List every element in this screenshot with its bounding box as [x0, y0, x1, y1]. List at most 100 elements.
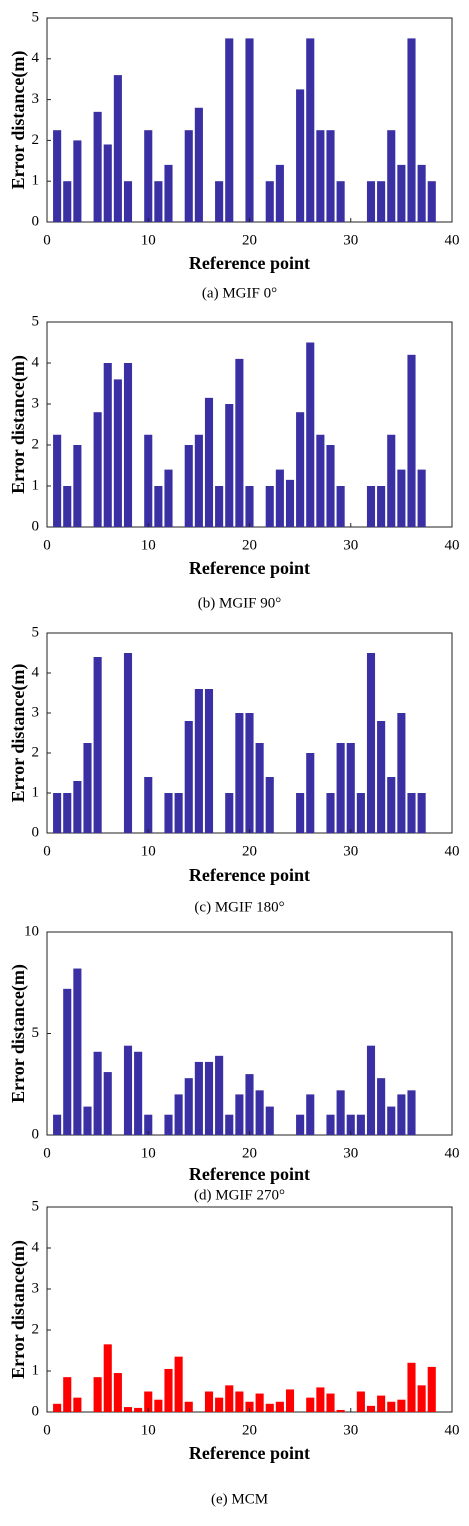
bar — [144, 130, 153, 222]
bar — [93, 657, 102, 833]
y-tick-label: 10 — [24, 923, 39, 939]
bar — [356, 1391, 365, 1412]
y-tick-label: 5 — [32, 1198, 40, 1214]
bar — [265, 486, 274, 527]
bar — [174, 793, 183, 833]
bar — [306, 1094, 315, 1135]
bar — [306, 38, 315, 223]
bar — [215, 181, 224, 222]
bar — [407, 38, 416, 223]
bar — [194, 107, 203, 222]
x-tick-label: 10 — [141, 537, 156, 553]
y-tick-label: 2 — [32, 1321, 40, 1337]
x-axis-label: Reference point — [189, 253, 310, 273]
bar — [174, 1356, 183, 1412]
bar — [83, 743, 92, 833]
bar — [164, 469, 173, 527]
bar — [215, 486, 224, 527]
bar — [53, 1114, 62, 1135]
bar — [326, 130, 335, 222]
y-tick-label: 0 — [32, 213, 40, 229]
bar — [407, 1362, 416, 1412]
bar — [275, 1401, 284, 1412]
bar — [387, 1401, 396, 1412]
bar — [296, 1114, 305, 1135]
bar — [184, 1401, 193, 1412]
bar — [336, 1090, 345, 1135]
bar — [326, 793, 335, 833]
bar — [215, 1055, 224, 1135]
bar — [265, 777, 274, 833]
bar — [326, 1393, 335, 1412]
bar — [113, 75, 122, 223]
bar — [63, 486, 72, 527]
bar — [245, 1401, 254, 1412]
y-tick-label: 4 — [32, 50, 40, 66]
y-tick-label: 0 — [32, 1126, 40, 1142]
caption: (e) MCM — [211, 1491, 268, 1507]
bar — [154, 486, 163, 527]
x-axis-label: Reference point — [189, 865, 310, 885]
bar — [417, 1385, 426, 1412]
bar — [174, 1094, 183, 1135]
x-axis-label: Reference point — [189, 1443, 310, 1463]
bar — [427, 1366, 436, 1412]
y-tick-label: 0 — [32, 824, 40, 840]
bar — [73, 445, 82, 527]
bar — [366, 1045, 376, 1135]
bar — [194, 434, 203, 527]
bar — [265, 1106, 274, 1135]
bar — [123, 1045, 133, 1135]
bar — [184, 130, 193, 222]
bar — [215, 1397, 224, 1412]
bar — [346, 743, 355, 833]
bar — [316, 1387, 325, 1412]
bar — [356, 793, 365, 833]
bar — [63, 793, 72, 833]
bar — [397, 713, 406, 833]
x-tick-label: 40 — [445, 537, 460, 553]
bar — [225, 404, 234, 527]
bar — [204, 1391, 214, 1412]
bar — [235, 1391, 244, 1412]
bar — [184, 445, 193, 527]
x-tick-label: 0 — [43, 843, 51, 859]
y-tick-label: 3 — [32, 91, 40, 107]
bar — [53, 130, 62, 222]
bar — [73, 140, 82, 222]
bar — [407, 793, 416, 833]
bar — [204, 397, 214, 527]
bar — [235, 1094, 244, 1135]
x-axis-label: Reference point — [189, 558, 310, 578]
bar — [417, 793, 426, 833]
bar — [366, 1405, 376, 1412]
bar — [245, 713, 254, 833]
y-axis-label: Error distance(m) — [8, 964, 29, 1103]
bar — [417, 164, 426, 222]
bar — [204, 689, 214, 833]
bar — [164, 164, 173, 222]
x-tick-label: 20 — [242, 1422, 257, 1438]
x-tick-label: 20 — [242, 1145, 257, 1161]
bar — [164, 793, 173, 833]
bar — [316, 434, 325, 527]
bar — [144, 777, 153, 833]
bar — [164, 1114, 173, 1135]
bar — [326, 445, 335, 527]
bar — [225, 38, 234, 223]
y-tick-label: 4 — [32, 1239, 40, 1255]
x-tick-label: 40 — [445, 232, 460, 248]
bar — [316, 130, 325, 222]
y-tick-label: 2 — [32, 744, 40, 760]
x-tick-label: 10 — [141, 1145, 156, 1161]
bar — [123, 1407, 133, 1412]
bar — [184, 1078, 193, 1135]
x-axis-label: Reference point — [189, 1164, 310, 1184]
bar — [134, 1051, 143, 1135]
caption: (a) MGIF 0° — [202, 285, 277, 301]
bar — [225, 1114, 234, 1135]
bar — [103, 363, 112, 527]
bar — [83, 1106, 92, 1135]
bar — [73, 968, 82, 1135]
y-axis-label: Error distance(m) — [8, 1240, 29, 1379]
